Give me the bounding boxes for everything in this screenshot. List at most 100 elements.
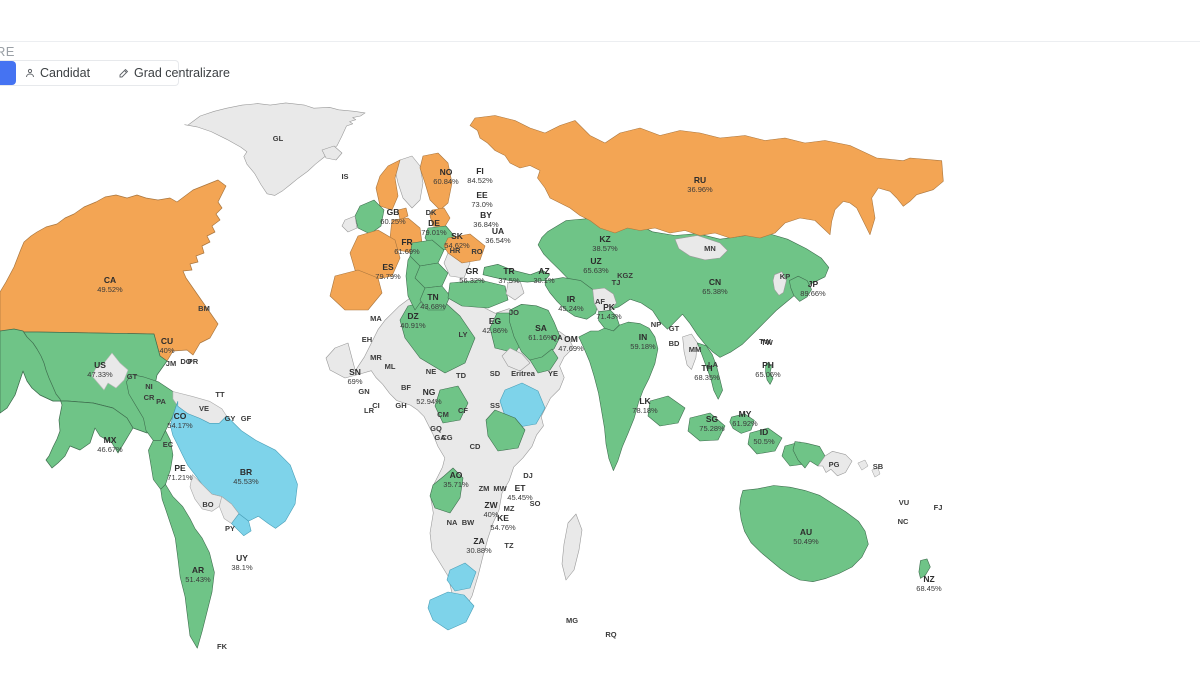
svg-text:PH: PH — [762, 360, 774, 370]
svg-text:AO: AO — [450, 470, 463, 480]
svg-text:FI: FI — [476, 166, 484, 176]
svg-text:QA: QA — [551, 333, 563, 342]
svg-text:SB: SB — [873, 462, 884, 471]
svg-text:73.0%: 73.0% — [471, 200, 493, 209]
svg-text:MM: MM — [689, 345, 702, 354]
svg-text:AR: AR — [192, 565, 204, 575]
svg-text:50.5%: 50.5% — [753, 437, 775, 446]
svg-text:71.21%: 71.21% — [167, 473, 193, 482]
svg-text:PG: PG — [829, 460, 840, 469]
svg-text:CD: CD — [470, 442, 481, 451]
svg-text:75.28%: 75.28% — [699, 424, 725, 433]
svg-text:37.5%: 37.5% — [498, 276, 520, 285]
svg-text:78.18%: 78.18% — [632, 406, 658, 415]
svg-text:CO: CO — [174, 411, 187, 421]
svg-text:EE: EE — [476, 190, 488, 200]
svg-text:51.43%: 51.43% — [185, 575, 211, 584]
svg-text:38.1%: 38.1% — [231, 563, 253, 572]
svg-text:LR: LR — [364, 406, 375, 415]
svg-text:TW: TW — [761, 338, 774, 347]
svg-text:MR: MR — [370, 353, 382, 362]
svg-text:56.32%: 56.32% — [459, 276, 485, 285]
svg-text:MX: MX — [104, 435, 117, 445]
svg-text:NG: NG — [423, 387, 436, 397]
svg-text:RQ: RQ — [605, 630, 616, 639]
svg-text:GF: GF — [241, 414, 252, 423]
svg-text:YE: YE — [548, 369, 558, 378]
svg-text:SK: SK — [451, 231, 464, 241]
svg-text:DE: DE — [428, 218, 440, 228]
svg-text:NE: NE — [426, 367, 436, 376]
svg-text:FR: FR — [401, 237, 412, 247]
svg-text:61.16%: 61.16% — [528, 333, 554, 342]
svg-text:BM: BM — [198, 304, 210, 313]
svg-text:59.18%: 59.18% — [630, 342, 656, 351]
svg-text:NI: NI — [145, 382, 153, 391]
svg-text:EH: EH — [362, 335, 372, 344]
svg-text:54.17%: 54.17% — [167, 421, 193, 430]
svg-text:40%: 40% — [483, 510, 498, 519]
svg-text:FK: FK — [217, 642, 228, 651]
svg-text:42.86%: 42.86% — [482, 326, 508, 335]
svg-text:30.88%: 30.88% — [466, 546, 492, 555]
svg-text:FJ: FJ — [934, 503, 943, 512]
svg-text:KE: KE — [497, 513, 509, 523]
svg-text:47.33%: 47.33% — [87, 370, 113, 379]
svg-text:TJ: TJ — [612, 278, 621, 287]
svg-text:47.69%: 47.69% — [558, 344, 584, 353]
svg-text:MW: MW — [493, 484, 507, 493]
svg-text:TR: TR — [503, 266, 514, 276]
svg-text:CM: CM — [437, 410, 449, 419]
svg-text:UZ: UZ — [590, 256, 601, 266]
svg-text:MG: MG — [566, 616, 578, 625]
svg-text:79.01%: 79.01% — [421, 228, 447, 237]
svg-text:45.24%: 45.24% — [558, 304, 584, 313]
svg-text:61.69%: 61.69% — [394, 247, 420, 256]
svg-text:65.38%: 65.38% — [702, 287, 728, 296]
svg-text:UA: UA — [492, 226, 504, 236]
svg-text:52.94%: 52.94% — [416, 397, 442, 406]
svg-text:BD: BD — [669, 339, 680, 348]
svg-text:NP: NP — [651, 320, 661, 329]
svg-text:LK: LK — [639, 396, 651, 406]
svg-text:VU: VU — [899, 498, 909, 507]
svg-text:61.92%: 61.92% — [732, 419, 758, 428]
svg-text:SD: SD — [490, 369, 501, 378]
svg-text:IN: IN — [639, 332, 648, 342]
svg-text:MZ: MZ — [504, 504, 515, 513]
svg-text:CA: CA — [104, 275, 116, 285]
svg-text:NC: NC — [898, 517, 909, 526]
svg-text:JP: JP — [808, 279, 819, 289]
svg-text:HR: HR — [450, 246, 461, 255]
svg-text:BY: BY — [480, 210, 492, 220]
svg-text:35.71%: 35.71% — [443, 480, 469, 489]
svg-text:PY: PY — [225, 524, 235, 533]
svg-text:SN: SN — [349, 367, 361, 377]
svg-text:36.54%: 36.54% — [485, 236, 511, 245]
svg-text:CR: CR — [144, 393, 155, 402]
svg-text:CG: CG — [441, 433, 452, 442]
svg-text:PK: PK — [603, 302, 616, 312]
svg-text:US: US — [94, 360, 106, 370]
svg-text:DJ: DJ — [523, 471, 533, 480]
svg-text:PR: PR — [188, 357, 199, 366]
svg-text:Eritrea: Eritrea — [511, 369, 536, 378]
svg-text:GQ: GQ — [430, 424, 442, 433]
svg-text:EG: EG — [489, 316, 502, 326]
svg-text:BR: BR — [240, 467, 252, 477]
svg-text:89.66%: 89.66% — [800, 289, 826, 298]
svg-text:45.53%: 45.53% — [233, 477, 259, 486]
svg-text:GH: GH — [395, 401, 406, 410]
svg-text:GR: GR — [466, 266, 479, 276]
svg-text:54.76%: 54.76% — [490, 523, 516, 532]
svg-text:RU: RU — [694, 175, 706, 185]
svg-text:79.79%: 79.79% — [375, 272, 401, 281]
svg-text:GB: GB — [387, 207, 400, 217]
svg-text:IR: IR — [567, 294, 576, 304]
svg-text:RO: RO — [471, 247, 482, 256]
svg-text:JM: JM — [166, 359, 176, 368]
svg-text:MY: MY — [739, 409, 752, 419]
svg-text:CF: CF — [458, 406, 468, 415]
svg-text:60.84%: 60.84% — [433, 177, 459, 186]
svg-text:NO: NO — [440, 167, 453, 177]
